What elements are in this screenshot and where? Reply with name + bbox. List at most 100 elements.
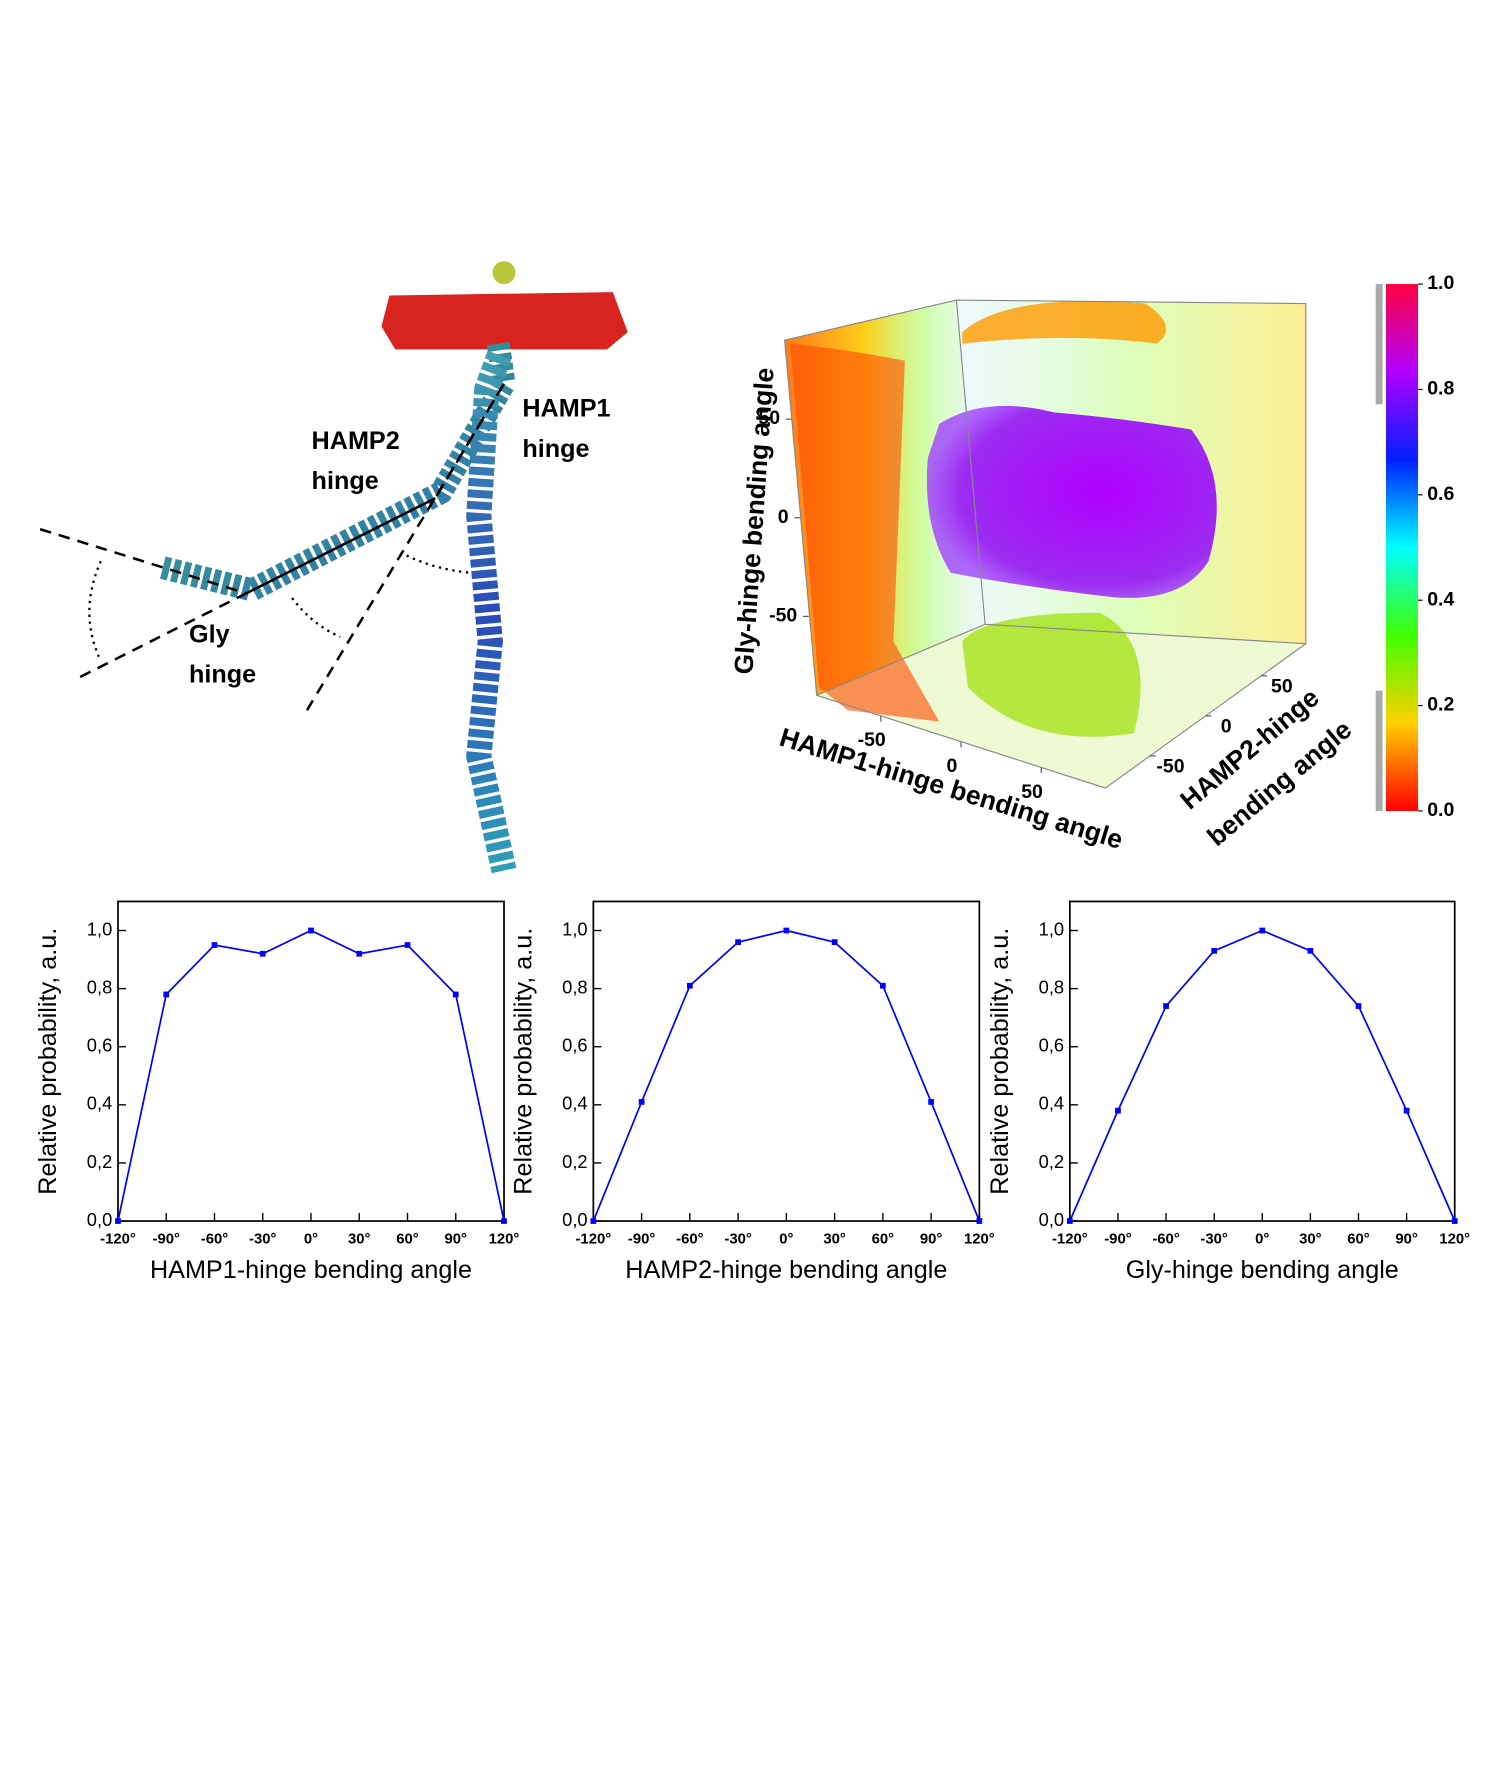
data-point [686,982,693,989]
cube-edge [985,623,1306,645]
x-tick-label: 50 [1021,781,1043,803]
y-tick-label: 0,0 [87,1209,112,1230]
x-tick-label: -30° [724,1231,751,1247]
volume-region [926,405,1217,598]
x-axis-label: HAMP1-hinge bending angle [150,1256,472,1284]
data-point [211,942,218,948]
y-tick-label: 1,0 [87,918,112,939]
x-tick-label: -90° [1104,1231,1131,1247]
data-point [1163,1003,1169,1009]
y-tick-label: 0,2 [1039,1151,1064,1172]
data-point [1066,1218,1073,1224]
colorbar-tick-label: 0.4 [1427,588,1454,610]
z-tick-label: -50 [1156,756,1184,778]
x-tick-label: -120° [1052,1231,1088,1247]
x-tick-label: 0 [946,755,957,777]
y-axis-label: Relative probability, a.u. [509,928,537,1195]
dashed-line [39,527,247,595]
x-tick-label: 0° [304,1231,318,1247]
x-tick-label: -120° [575,1231,611,1247]
data-point [501,1218,507,1224]
x-tick-label: 120° [489,1231,520,1247]
y-tick-label: -50 [769,605,797,627]
z-tick-label: 0 [1221,715,1232,737]
y-tick-label: 0,2 [562,1151,587,1172]
x-tick-label: 60° [872,1231,895,1247]
hinge-label: Gly [189,620,230,648]
data-line [117,929,505,1222]
data-point [308,927,314,934]
angle-arc [291,597,341,638]
data-point [1451,1218,1458,1224]
x-tick-label: 90° [445,1231,468,1247]
colorbar [1385,284,1419,811]
colorbar-tick-label: 0.0 [1427,799,1454,821]
y-axis-label: Gly-hinge bending angle [728,367,779,676]
x-tick-label: 60° [396,1231,419,1247]
x-tick-label: 90° [920,1231,943,1247]
data-point [638,1099,645,1105]
data-point [1259,927,1266,934]
hinge-label: HAMP2 [312,427,400,455]
x-tick-label: -30° [1200,1231,1227,1247]
x-tick-label: 30° [823,1231,846,1247]
data-point [831,939,838,945]
x-tick-label: -120° [100,1231,136,1247]
y-tick-label: 0,6 [1039,1035,1064,1056]
volume-region [962,300,1167,344]
angle-arc [406,554,470,574]
y-tick-label: 0,0 [562,1209,587,1230]
y-tick-label: 0,4 [1039,1093,1064,1114]
data-point [1307,947,1314,954]
colorbar-tick-label: 1.0 [1427,272,1454,294]
helix [466,350,517,874]
dashed-line [305,383,506,711]
hinge-label: HAMP1 [522,395,610,423]
data-point [879,982,886,989]
data-point [1211,947,1218,954]
data-point [259,950,266,957]
data-point [1355,1003,1362,1009]
x-tick-label: -50 [858,729,886,751]
x-tick-label: 120° [1439,1231,1470,1247]
colorbar-tick-label: 0.2 [1427,694,1454,716]
ligand [492,261,516,285]
data-point [115,1218,121,1224]
volume-region [962,612,1141,737]
data-point [1403,1107,1410,1114]
x-tick-label: 0° [779,1231,793,1247]
x-tick-label: -60° [676,1231,703,1247]
y-tick-label: 0,6 [562,1035,587,1056]
x-axis-label: HAMP2-hinge bending angle [625,1256,947,1284]
y-tick-label: 0,2 [87,1151,112,1172]
data-point [356,950,363,957]
y-tick-label: 0,4 [87,1093,112,1114]
data-point [783,927,790,934]
y-tick-label: 50 [758,407,780,429]
y-tick-label: 0,8 [1039,976,1064,997]
plot-frame [1068,900,1456,1222]
x-tick-label: -90° [628,1231,655,1247]
y-tick-label: 0,6 [87,1035,112,1056]
colorbar-tick-label: 0.8 [1427,378,1454,400]
x-tick-label: 120° [964,1231,995,1247]
x-axis-label: Gly-hinge bending angle [1126,1256,1399,1284]
colorbar-tick-label: 0.6 [1427,483,1454,505]
x-tick-label: 60° [1347,1231,1370,1247]
dashed-line [79,497,436,679]
y-tick-label: 0,8 [562,976,587,997]
hinge-label: hinge [189,660,256,688]
colorbar-range [1375,284,1383,405]
y-tick-label: 0,0 [1039,1209,1064,1230]
x-tick-label: 30° [1299,1231,1322,1247]
data-line [592,929,981,1222]
data-point [404,942,411,948]
data-point [976,1218,983,1224]
y-tick-label: 1,0 [562,918,587,939]
x-tick-label: 30° [348,1231,371,1247]
x-tick-label: -90° [153,1231,180,1247]
angle-arc [88,560,102,662]
data-point [928,1099,934,1105]
plot-frame [117,900,505,1222]
